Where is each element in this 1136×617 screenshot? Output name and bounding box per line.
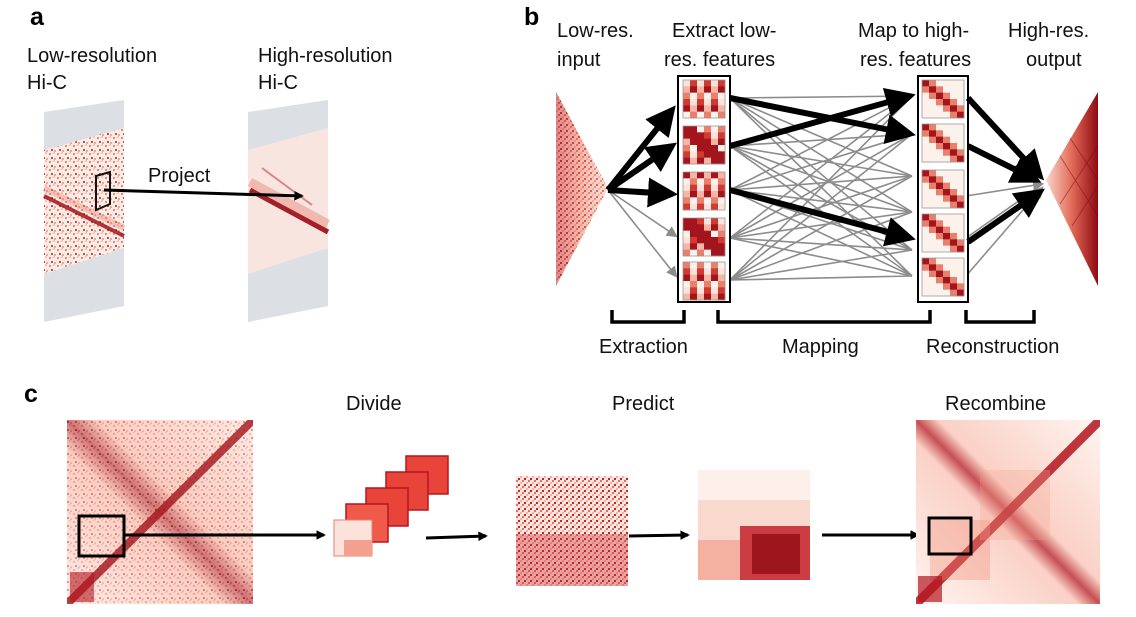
reconstruction-strong-arrows [965,95,1045,245]
header-extract-line2: res. features [664,49,775,71]
predict-input-tile [516,476,628,586]
extraction-fan-strong [605,105,678,208]
stage-reconstruction-label: Reconstruction [926,336,1059,358]
step-divide-label: Divide [346,393,402,415]
extraction-fan-light [607,189,678,278]
high-res-title-line1: High-resolution [258,45,393,67]
panel-c: c Divide Predict Recombine [24,380,1100,604]
stage-brackets [610,310,1036,324]
mapping-strong-arrows [729,87,916,247]
high-res-output-triangle [1046,92,1098,286]
divided-submatrices [333,455,449,557]
panel-b: b Low-res. input Extract low- res. featu… [524,3,1099,358]
reconstruction-bracket [964,310,1036,324]
extraction-bracket [610,310,686,324]
low-res-title-line1: Low-resolution [27,45,157,67]
project-label: Project [148,165,211,187]
mapping-bracket [716,310,932,324]
projection-window [95,170,111,212]
stage-mapping-label: Mapping [782,336,859,358]
project-arrow [103,188,304,201]
predict-input-arrow [425,531,488,542]
header-input-line1: Low-res. [557,20,634,42]
header-input-line2: input [557,49,601,71]
panel-c-letter: c [24,380,38,408]
stage-extraction-label: Extraction [599,336,688,358]
high-res-feature-maps [921,79,965,297]
selected-window-high-res [927,516,973,556]
step-predict-label: Predict [612,393,675,415]
header-map-line1: Map to high- [858,20,969,42]
panel-a-letter: a [30,3,45,31]
panel-a: a Low-resolution Hi-C High-resolution Hi… [27,3,393,322]
low-res-feature-maps [682,79,726,301]
high-res-hic-plane [247,100,331,322]
high-res-contact-map [916,420,1100,604]
panel-b-letter: b [524,3,539,31]
low-res-contact-map [67,420,253,604]
low-res-hic-plane [42,100,126,322]
header-output-line2: output [1026,49,1082,71]
mapping-network [729,95,913,281]
header-extract-line1: Extract low- [672,20,776,42]
low-res-title-line2: Hi-C [27,72,67,94]
high-res-title-line2: Hi-C [258,72,298,94]
header-map-line2: res. features [860,49,971,71]
header-output-line1: High-res. [1008,20,1089,42]
step-recombine-label: Recombine [945,393,1046,415]
predict-arrow [628,530,690,540]
predict-output-tile [698,470,810,580]
